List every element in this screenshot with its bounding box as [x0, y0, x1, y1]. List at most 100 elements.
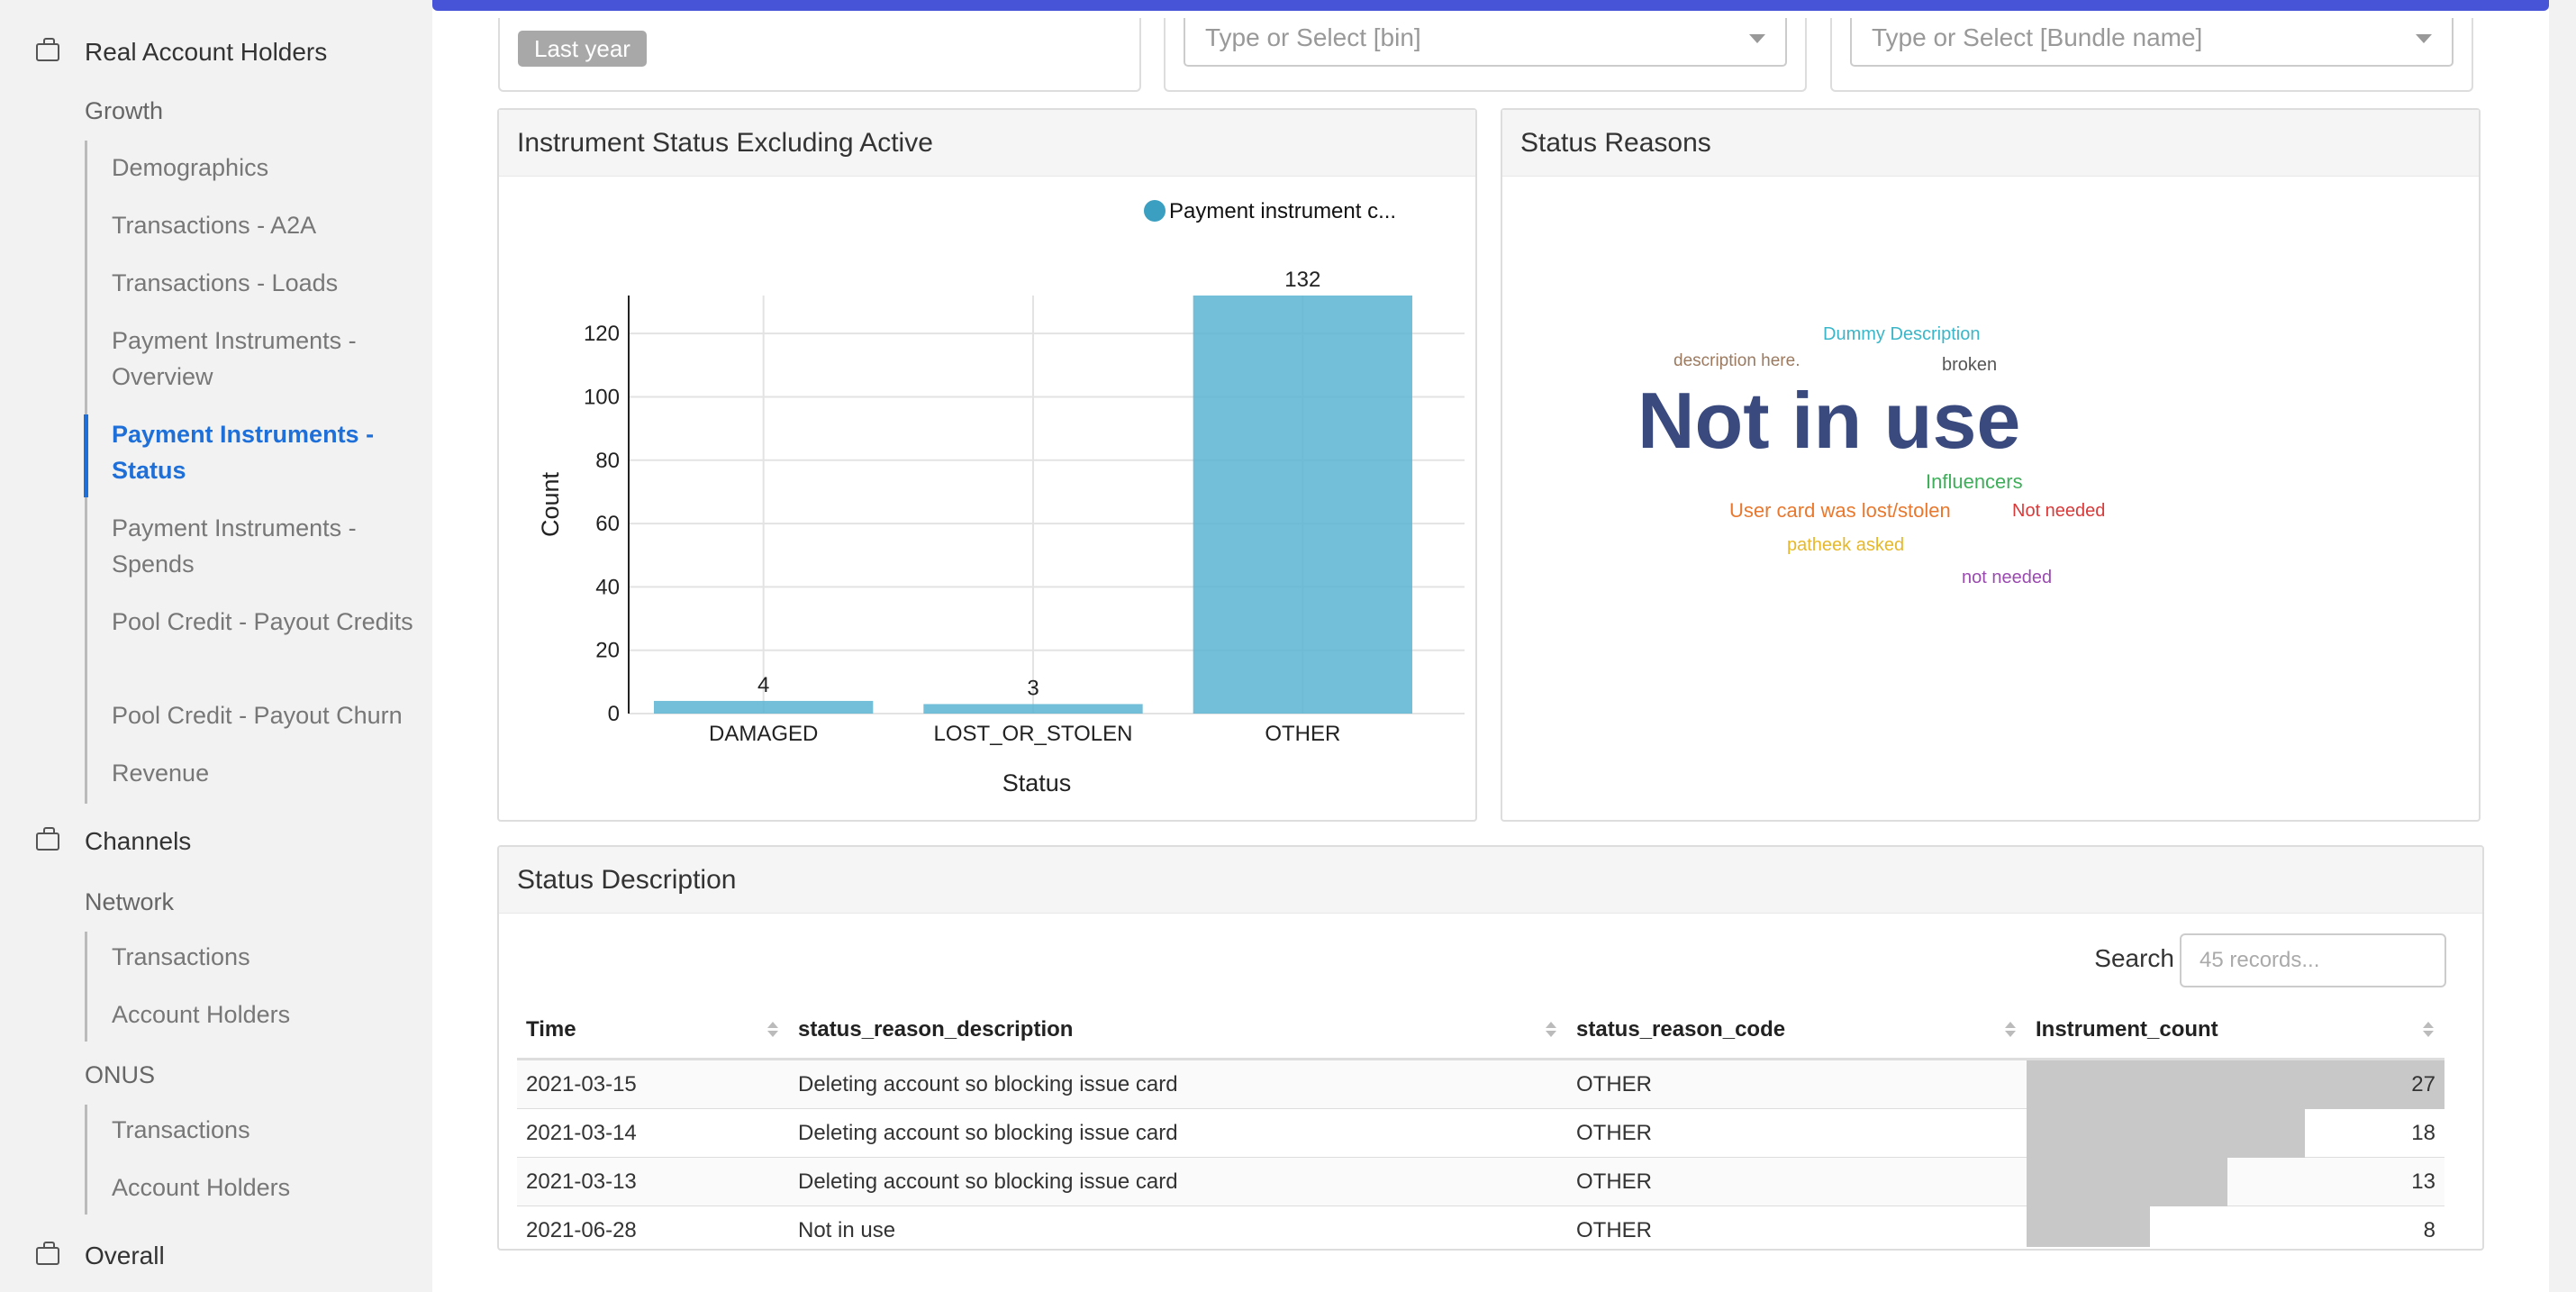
table-row[interactable]: 2021-03-14 Deleting account so blocking i… [517, 1109, 2444, 1158]
word-not-in-use: Not in use [1637, 376, 2021, 465]
y-tick-label: 80 [595, 449, 620, 473]
word-cloud: Dummy Description description here. brok… [1502, 110, 2479, 820]
x-tick-label: OTHER [1265, 722, 1340, 746]
cell-code: OTHER [1576, 1072, 1652, 1096]
panel-title: Status Reasons [1502, 110, 2479, 177]
instrument-status-panel: Instrument Status Excluding Active 0 20 40… [497, 108, 1477, 822]
sidebar-item-transactions-loads[interactable]: Transactions - Loads [112, 269, 339, 296]
section-label: Overall [85, 1242, 165, 1269]
active-indicator [84, 414, 88, 497]
cell-time: 2021-03-13 [526, 1169, 637, 1194]
cell-description: Deleting account so blocking issue card [798, 1169, 1178, 1194]
sort-icon [2005, 1022, 2016, 1038]
column-header-time[interactable]: Time [517, 1002, 789, 1058]
word-user-card-lost: User card was lost/stolen [1729, 499, 1951, 522]
data-label: 3 [1027, 676, 1039, 700]
cell-description: Not in use [798, 1218, 896, 1242]
date-chip[interactable]: Last year [518, 31, 647, 67]
cell-description: Deleting account so blocking issue card [798, 1121, 1178, 1145]
briefcase-icon [36, 38, 59, 61]
cell-count: 13 [2027, 1158, 2444, 1206]
sidebar-item-onus-account-holders[interactable]: Account Holders [112, 1174, 291, 1201]
y-axis-label: Count [537, 471, 564, 537]
word-not-needed-lower: not needed [1962, 568, 2053, 587]
panel-title: Instrument Status Excluding Active [499, 110, 1475, 177]
data-label: 4 [757, 673, 769, 697]
table-body: 2021-03-15 Deleting account so blocking i… [517, 1060, 2444, 1247]
section-overall[interactable]: Overall [36, 1238, 165, 1274]
bar-chart: 0 20 40 60 80 100 120 4 DAMAGED 3 LOST_OR_STOLEN 13… [537, 199, 1465, 796]
tree-line [85, 932, 87, 1042]
word-not-needed: Not needed [2012, 501, 2106, 521]
cell-count: 27 [2027, 1060, 2444, 1109]
word-dummy-description: Dummy Description [1823, 324, 1981, 344]
tree-line [85, 1105, 87, 1215]
table-row[interactable]: 2021-03-13 Deleting account so blocking i… [517, 1158, 2444, 1206]
bin-select[interactable]: Type or Select [bin] [1184, 18, 1787, 67]
cell-time: 2021-03-14 [526, 1121, 637, 1145]
subsection-onus[interactable]: ONUS [85, 1061, 156, 1088]
bundle-placeholder: Type or Select [Bundle name] [1872, 23, 2203, 51]
sidebar-item-revenue[interactable]: Revenue [112, 760, 210, 787]
subsection-growth[interactable]: Growth [85, 97, 164, 124]
cell-time: 2021-06-28 [526, 1218, 637, 1242]
status-reasons-panel: Status Reasons Dummy Description descrip… [1501, 108, 2481, 822]
table-row[interactable]: 2021-06-28 Not in use OTHER 8 [517, 1206, 2444, 1247]
y-tick-label: 100 [584, 385, 620, 409]
count-bar [2027, 1158, 2228, 1206]
column-header-description[interactable]: status_reason_description [789, 1002, 1567, 1058]
count-bar [2027, 1206, 2151, 1247]
data-label: 132 [1284, 268, 1320, 292]
section-channels[interactable]: Channels [36, 823, 191, 860]
sidebar-item-pool-credit-payout-credits[interactable]: Pool Credit - Payout Credits [112, 608, 413, 635]
bin-filter: Type or Select [bin] [1164, 18, 1807, 92]
x-axis-label: Status [1002, 769, 1072, 796]
bundle-select[interactable]: Type or Select [Bundle name] [1850, 18, 2454, 67]
bar-damaged [654, 700, 874, 714]
column-header-label: status_reason_code [1576, 1017, 1786, 1042]
search-label: Search [2094, 944, 2174, 972]
status-table: Time status_reason_description status_re… [517, 1002, 2463, 1247]
word-broken: broken [1942, 355, 1998, 375]
sidebar-item-payment-instruments-overview[interactable]: Payment Instruments - Overview [112, 327, 357, 390]
date-filter[interactable]: Last year [498, 18, 1141, 92]
y-tick-label: 0 [608, 702, 620, 726]
sidebar-item-onus-transactions[interactable]: Transactions [112, 1116, 250, 1143]
y-tick-label: 20 [595, 639, 620, 663]
column-header-code[interactable]: status_reason_code [1567, 1002, 2027, 1058]
y-tick-label: 120 [584, 322, 620, 346]
sort-icon [767, 1022, 778, 1038]
section-real-account-holders[interactable]: Real Account Holders [36, 34, 327, 70]
bundle-filter: Type or Select [Bundle name] [1830, 18, 2473, 92]
sidebar-item-network-transactions[interactable]: Transactions [112, 943, 250, 970]
sort-icon [2423, 1022, 2434, 1038]
column-header-label: status_reason_description [798, 1017, 1074, 1042]
search-input[interactable]: 45 records... [2180, 933, 2446, 987]
count-value: 8 [2423, 1218, 2435, 1242]
column-header-count[interactable]: Instrument_count [2027, 1002, 2444, 1058]
sidebar-item-network-account-holders[interactable]: Account Holders [112, 1001, 291, 1028]
sidebar-item-payment-instruments-spends[interactable]: Payment Instruments - Spends [112, 514, 357, 578]
sidebar-item-payment-instruments-status[interactable]: Payment Instruments - Status [112, 421, 375, 484]
y-tick-label: 60 [595, 512, 620, 536]
word-influencers: Influencers [1926, 470, 2023, 493]
briefcase-icon [36, 827, 59, 851]
x-tick-label: LOST_OR_STOLEN [934, 722, 1133, 746]
x-tick-label: DAMAGED [709, 722, 818, 746]
sidebar-item-demographics[interactable]: Demographics [112, 154, 269, 181]
section-label: Channels [85, 827, 192, 855]
count-value: 27 [2411, 1072, 2435, 1096]
count-bar [2027, 1109, 2306, 1158]
cell-description: Deleting account so blocking issue card [798, 1072, 1178, 1096]
table-row[interactable]: 2021-03-15 Deleting account so blocking i… [517, 1060, 2444, 1109]
sidebar-item-transactions-a2a[interactable]: Transactions - A2A [112, 212, 317, 239]
sidebar-item-pool-credit-payout-churn[interactable]: Pool Credit - Payout Churn [112, 702, 403, 729]
count-bar [2027, 1060, 2444, 1109]
legend-marker [1144, 200, 1166, 222]
top-accent-bar [432, 0, 2549, 11]
subsection-network[interactable]: Network [85, 888, 175, 915]
header-divider [517, 1058, 2444, 1060]
count-value: 13 [2411, 1169, 2435, 1194]
cell-count: 18 [2027, 1109, 2444, 1158]
cell-time: 2021-03-15 [526, 1072, 637, 1096]
